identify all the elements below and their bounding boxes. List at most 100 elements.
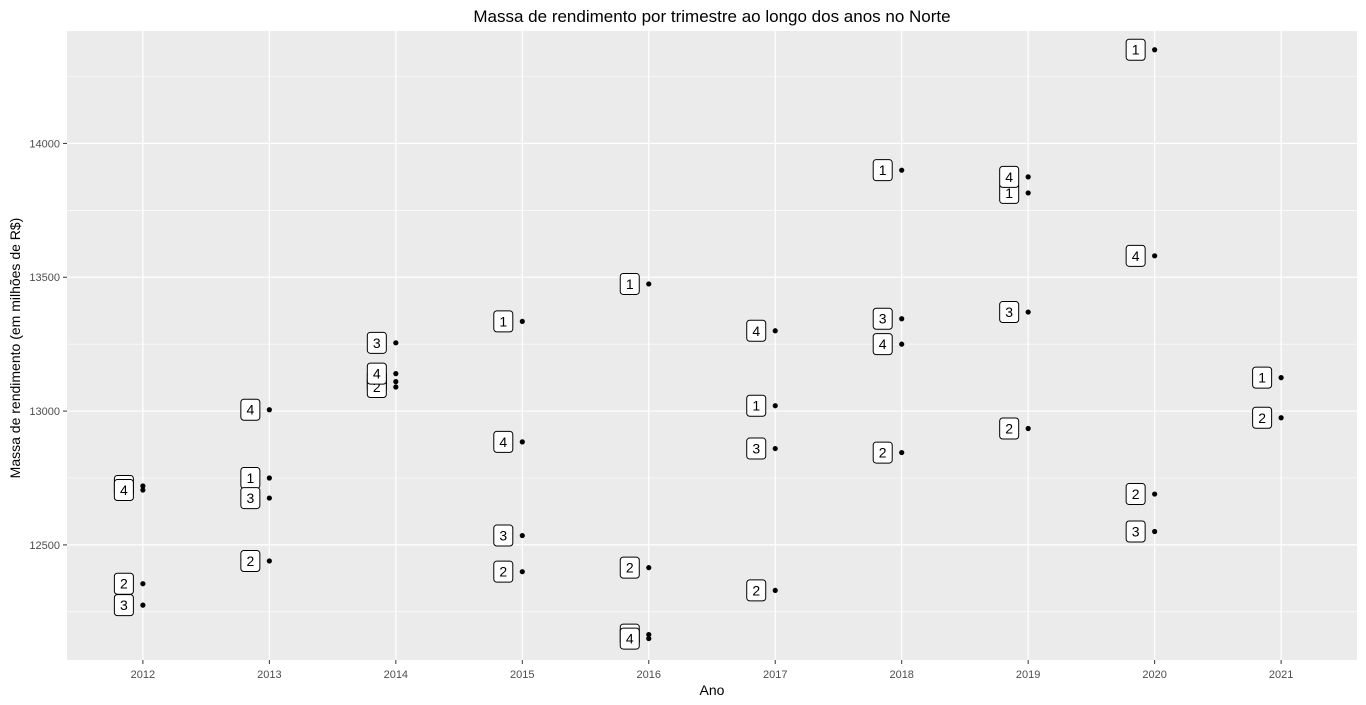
data-point bbox=[519, 569, 525, 575]
point-label-text: 3 bbox=[373, 335, 381, 351]
point-label: 1 bbox=[1252, 366, 1273, 389]
point-label: 2 bbox=[872, 441, 893, 464]
point-label-text: 2 bbox=[499, 564, 507, 580]
point-label: 2 bbox=[1252, 406, 1273, 429]
x-tick-label: 2013 bbox=[257, 669, 281, 681]
x-tick-label: 2019 bbox=[1016, 669, 1040, 681]
point-label-text: 2 bbox=[1132, 486, 1140, 502]
point-label-box bbox=[746, 579, 767, 602]
point-label-text: 3 bbox=[752, 441, 760, 457]
point-label-text: 1 bbox=[499, 313, 507, 329]
point-label: 3 bbox=[872, 307, 893, 330]
point-label: 3 bbox=[493, 524, 514, 547]
x-tick-label: 2016 bbox=[637, 669, 661, 681]
data-point bbox=[393, 340, 399, 346]
point-label-box bbox=[1125, 38, 1146, 61]
data-point bbox=[1025, 190, 1031, 196]
point-label-text: 3 bbox=[1005, 304, 1013, 320]
point-label: 4 bbox=[1125, 244, 1146, 267]
point-label: 1 bbox=[619, 272, 640, 295]
point-label: 3 bbox=[366, 331, 387, 354]
point-label-text: 3 bbox=[879, 311, 887, 327]
point-label: 1 bbox=[493, 310, 514, 333]
point-label-box bbox=[493, 524, 514, 547]
x-axis-title: Ano bbox=[700, 682, 725, 698]
point-label-text: 4 bbox=[879, 336, 887, 352]
point-label: 3 bbox=[999, 301, 1020, 324]
data-point bbox=[393, 371, 399, 377]
point-label-text: 1 bbox=[752, 398, 760, 414]
point-label-text: 4 bbox=[1132, 248, 1140, 264]
point-label-text: 4 bbox=[752, 323, 760, 339]
point-label-text: 4 bbox=[1005, 169, 1013, 185]
x-tick-label: 2012 bbox=[131, 669, 155, 681]
point-label-text: 2 bbox=[1005, 420, 1013, 436]
point-label-box bbox=[240, 549, 261, 572]
data-point bbox=[266, 495, 272, 501]
point-label-box bbox=[366, 331, 387, 354]
data-point bbox=[1025, 174, 1031, 180]
point-labels: 12341234123412341234123412341234123412 bbox=[113, 38, 1273, 650]
data-point bbox=[393, 384, 399, 390]
point-label-text: 3 bbox=[1132, 524, 1140, 540]
point-label: 4 bbox=[366, 362, 387, 385]
point-label: 1 bbox=[872, 159, 893, 182]
point-label-text: 1 bbox=[1005, 185, 1013, 201]
point-label-box bbox=[746, 319, 767, 342]
data-point bbox=[646, 281, 652, 287]
point-label: 2 bbox=[746, 579, 767, 602]
point-label-box bbox=[493, 310, 514, 333]
point-label-box bbox=[366, 362, 387, 385]
data-point bbox=[519, 439, 525, 445]
point-label-box bbox=[999, 165, 1020, 188]
data-point bbox=[899, 316, 905, 322]
point-label-box bbox=[113, 479, 134, 502]
point-label-box bbox=[1252, 406, 1273, 429]
point-label-box bbox=[872, 333, 893, 356]
point-label-text: 2 bbox=[1258, 410, 1266, 426]
point-label: 4 bbox=[872, 333, 893, 356]
point-label: 1 bbox=[1125, 38, 1146, 61]
point-label-text: 4 bbox=[499, 434, 507, 450]
data-point bbox=[140, 487, 146, 493]
point-label: 2 bbox=[1125, 483, 1146, 506]
data-point bbox=[266, 475, 272, 481]
data-point bbox=[140, 581, 146, 587]
data-point bbox=[646, 635, 652, 642]
point-label-box bbox=[493, 430, 514, 453]
major-gridlines bbox=[67, 31, 1357, 660]
point-label-box bbox=[999, 417, 1020, 440]
data-point bbox=[1025, 425, 1031, 432]
data-point bbox=[1278, 375, 1284, 381]
point-label-box bbox=[999, 301, 1020, 324]
point-label-text: 2 bbox=[752, 582, 760, 598]
data-point bbox=[266, 407, 272, 413]
point-label-box bbox=[240, 487, 261, 510]
point-label: 3 bbox=[746, 437, 767, 460]
data-point bbox=[1278, 415, 1284, 421]
data-point bbox=[393, 379, 399, 385]
data-point bbox=[140, 602, 146, 608]
x-tick-label: 2018 bbox=[889, 669, 913, 681]
point-label-text: 4 bbox=[626, 631, 634, 647]
point-label: 4 bbox=[113, 479, 134, 502]
point-label: 4 bbox=[240, 398, 261, 421]
point-label-text: 1 bbox=[879, 162, 887, 178]
x-tick-label: 2017 bbox=[763, 669, 787, 681]
data-point bbox=[772, 587, 778, 594]
x-axis: 2012 2013 2014 2015 2016 2017 2018 2019 2020 2021 bbox=[131, 660, 1293, 681]
y-tick-label: 13000 bbox=[29, 406, 60, 418]
point-label-box bbox=[493, 560, 514, 583]
point-label-text: 2 bbox=[879, 445, 887, 461]
point-label-text: 4 bbox=[246, 402, 254, 418]
data-point bbox=[1152, 491, 1158, 497]
point-label-box bbox=[746, 437, 767, 460]
x-tick-label: 2014 bbox=[384, 669, 408, 681]
data-point bbox=[646, 631, 652, 638]
y-tick-label: 13500 bbox=[29, 272, 60, 284]
data-point bbox=[772, 403, 778, 409]
point-label-box bbox=[1125, 483, 1146, 506]
point-label: 4 bbox=[493, 430, 514, 453]
data-point bbox=[772, 328, 778, 334]
